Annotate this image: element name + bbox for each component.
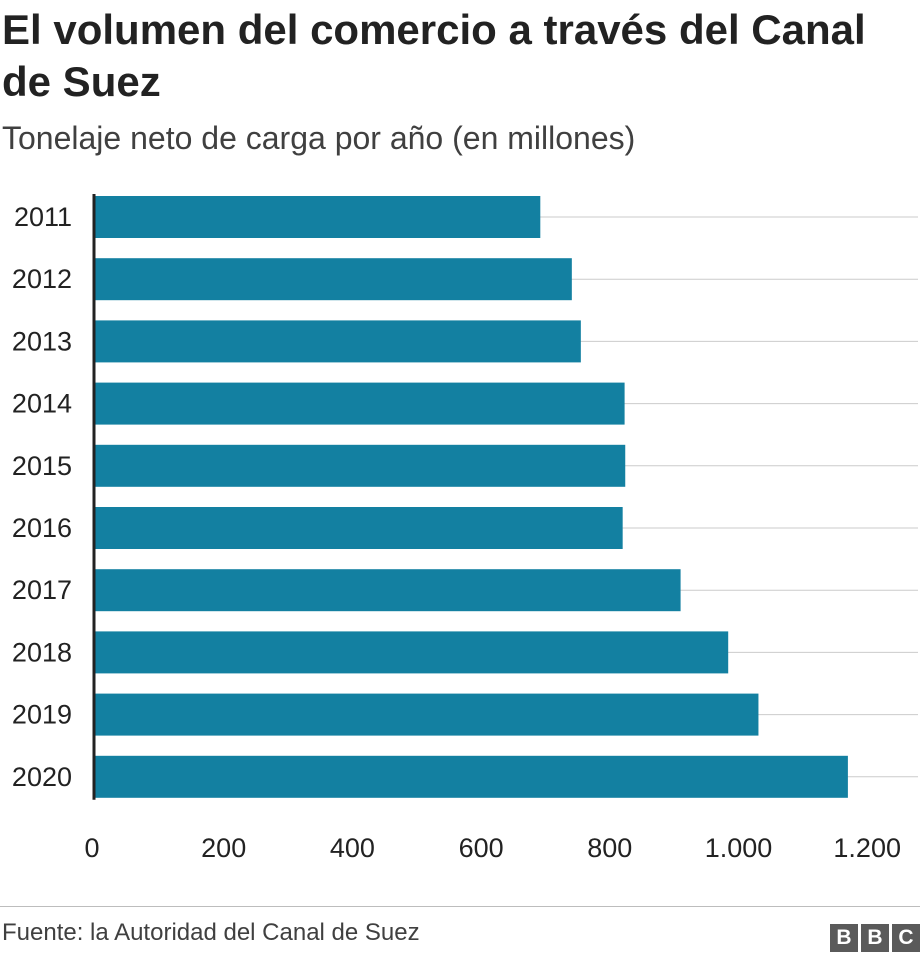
bar	[95, 755, 848, 798]
bar	[95, 631, 729, 674]
category-label: 2019	[12, 700, 72, 730]
x-tick-label: 800	[587, 833, 632, 863]
bar	[95, 320, 581, 363]
x-tick-label: 600	[459, 833, 504, 863]
bar	[95, 444, 626, 487]
bbc-logo-letter: C	[892, 924, 920, 952]
x-tick-label: 1.200	[833, 833, 901, 863]
category-label: 2013	[12, 326, 72, 356]
category-label: 2015	[12, 451, 72, 481]
footer-divider	[0, 906, 920, 907]
bar	[95, 507, 623, 549]
bar	[95, 693, 759, 736]
bbc-logo-letter: B	[861, 924, 889, 952]
bar	[95, 382, 625, 425]
bbc-logo-letter: B	[830, 924, 858, 952]
bar-chart: 2011 2012 2013 2014 2015 2016 2017 2018 2019 2020…	[12, 194, 918, 863]
x-tick-label: 200	[201, 833, 246, 863]
source-note: Fuente: la Autoridad del Canal de Suez	[2, 919, 420, 946]
category-label: 2016	[12, 513, 72, 543]
bar	[95, 569, 681, 612]
category-label: 2020	[12, 762, 72, 792]
category-label: 2017	[12, 575, 72, 605]
bar	[95, 196, 541, 238]
bbc-logo: B B C	[830, 924, 920, 952]
bar	[95, 258, 572, 301]
x-tick-label: 400	[330, 833, 375, 863]
x-tick-label: 0	[84, 833, 99, 863]
category-label: 2012	[12, 264, 72, 294]
category-label: 2011	[14, 202, 72, 232]
category-label: 2018	[12, 637, 72, 667]
x-tick-label: 1.000	[705, 833, 773, 863]
category-label: 2014	[12, 389, 72, 419]
chart-subtitle: Tonelaje neto de carga por año (en millo…	[2, 120, 636, 156]
chart-title: El volumen del comercio a través del Can…	[2, 6, 866, 105]
